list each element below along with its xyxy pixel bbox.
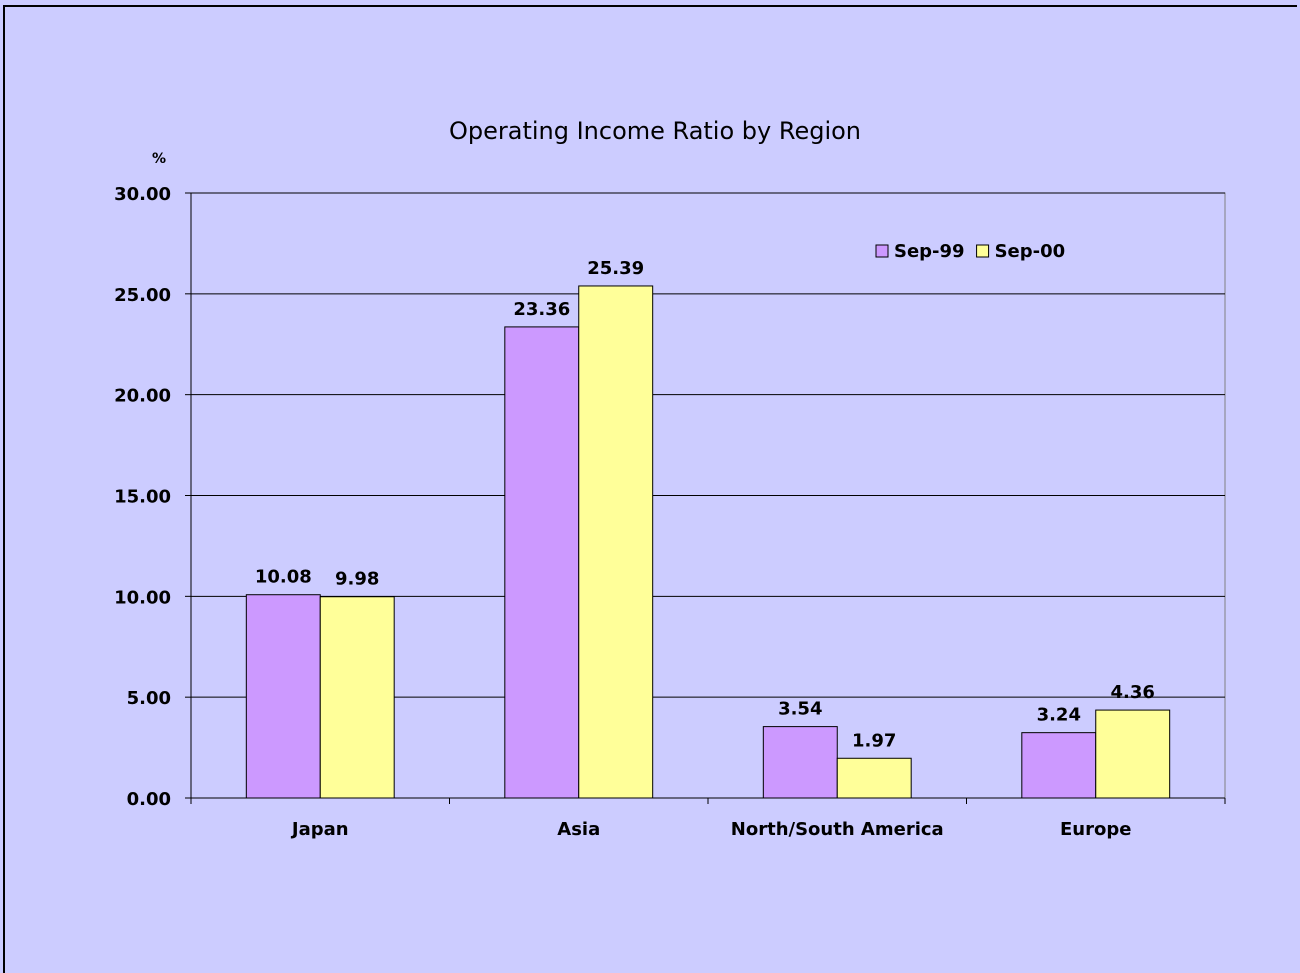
y-axis-label: % xyxy=(152,151,166,167)
y-tick-label: 0.00 xyxy=(127,789,171,810)
bar xyxy=(504,326,580,799)
bar xyxy=(245,594,321,799)
x-tick-label: North/South America xyxy=(731,819,944,840)
data-label: 10.08 xyxy=(255,567,312,588)
legend-swatch xyxy=(976,244,990,258)
bar xyxy=(578,285,654,799)
y-tick-label: 15.00 xyxy=(114,487,171,508)
legend-label: Sep-99 xyxy=(894,241,965,262)
x-tick-label: Japan xyxy=(290,819,349,840)
y-tick-label: 5.00 xyxy=(127,688,171,709)
x-tick-label: Europe xyxy=(1060,819,1131,840)
data-label: 4.36 xyxy=(1111,682,1155,703)
legend-label: Sep-00 xyxy=(995,241,1066,262)
data-label: 9.98 xyxy=(335,569,379,590)
data-label: 23.36 xyxy=(513,299,570,320)
data-label: 3.24 xyxy=(1037,705,1081,726)
bar xyxy=(1021,732,1097,799)
data-label: 25.39 xyxy=(587,258,644,279)
data-label: 1.97 xyxy=(852,730,896,751)
y-tick-label: 10.00 xyxy=(114,587,171,608)
y-tick-label: 30.00 xyxy=(114,184,171,205)
bar xyxy=(319,596,395,799)
bar xyxy=(1095,709,1171,799)
legend-swatch xyxy=(875,244,889,258)
bar xyxy=(836,757,912,799)
y-tick-label: 25.00 xyxy=(114,285,171,306)
data-label: 3.54 xyxy=(778,699,822,720)
frame xyxy=(3,5,1297,973)
x-tick-label: Asia xyxy=(557,819,600,840)
chart-title: Operating Income Ratio by Region xyxy=(449,117,861,145)
y-tick-label: 20.00 xyxy=(114,386,171,407)
bar xyxy=(762,726,838,799)
